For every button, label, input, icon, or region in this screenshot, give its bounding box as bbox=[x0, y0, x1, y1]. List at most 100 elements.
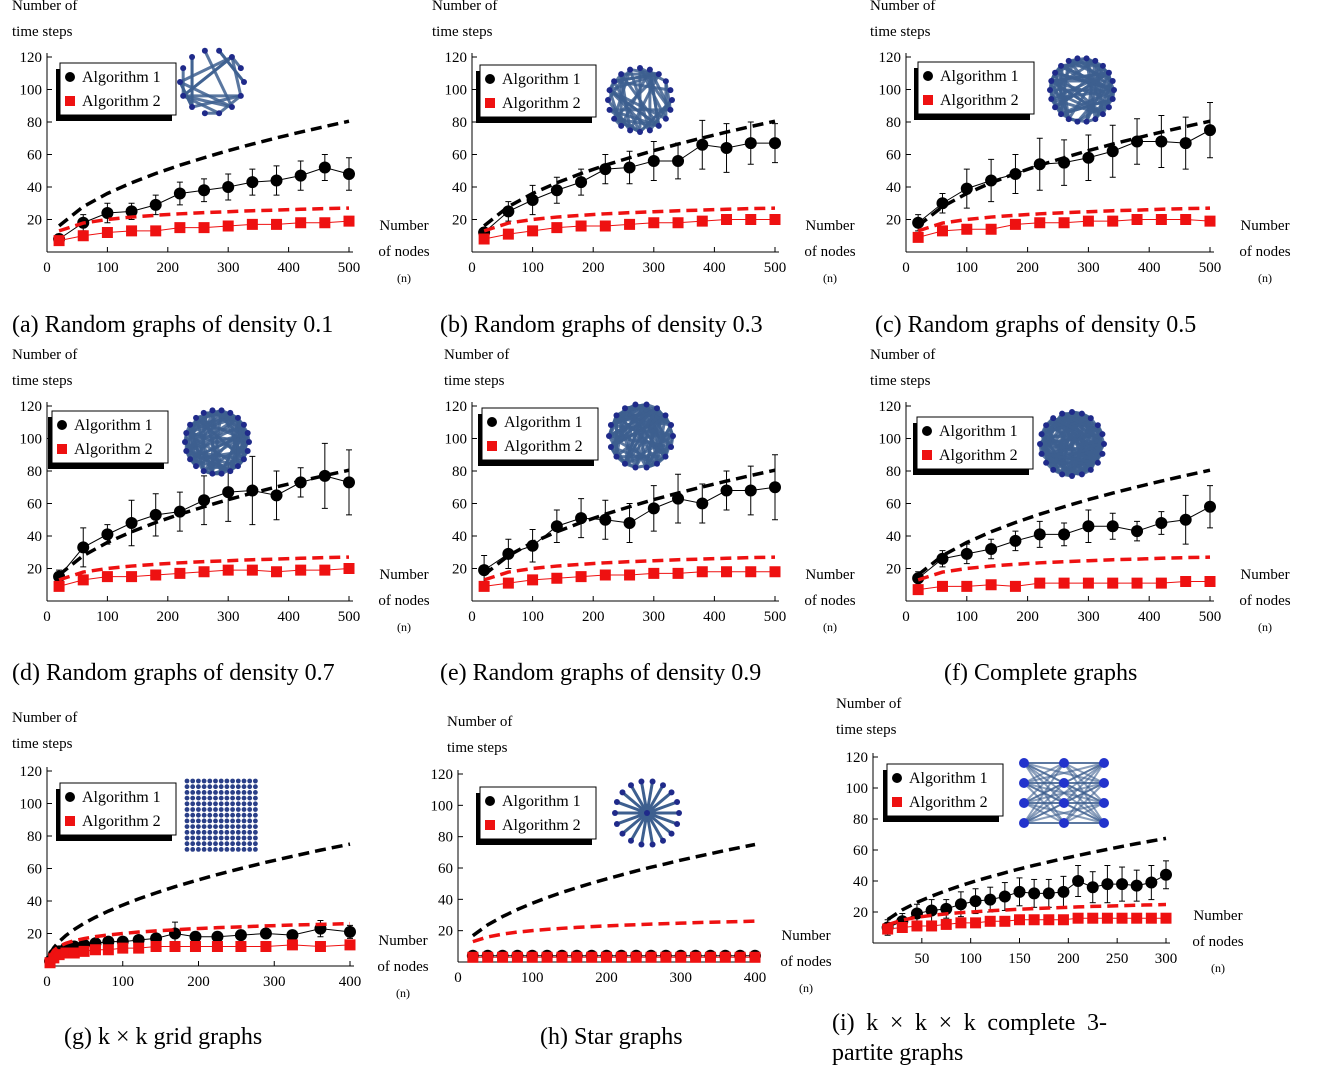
y-tick-label: 100 bbox=[20, 432, 43, 448]
data-point bbox=[79, 946, 90, 957]
icon-node bbox=[637, 129, 643, 135]
icon-node bbox=[219, 790, 224, 795]
data-point bbox=[1073, 913, 1084, 924]
icon-node bbox=[230, 847, 235, 852]
icon-node bbox=[185, 824, 190, 829]
icon-node bbox=[253, 796, 258, 801]
data-point bbox=[897, 922, 908, 933]
icon-node bbox=[190, 813, 195, 818]
y-tick-label: 20 bbox=[853, 905, 868, 921]
x-axis-label: (n) bbox=[396, 986, 410, 1000]
icon-node bbox=[632, 465, 638, 471]
y-tick-label: 100 bbox=[20, 797, 43, 813]
x-tick-label: 300 bbox=[643, 260, 666, 276]
y-axis-label: time steps bbox=[447, 740, 508, 756]
icon-node bbox=[185, 841, 190, 846]
data-point bbox=[576, 221, 587, 232]
data-point bbox=[319, 565, 330, 576]
icon-node bbox=[647, 67, 653, 73]
data-point bbox=[648, 217, 659, 228]
icon-node bbox=[606, 433, 612, 439]
icon-node bbox=[230, 836, 235, 841]
x-axis-label: of nodes bbox=[377, 959, 428, 975]
x-tick-label: 200 bbox=[582, 260, 605, 276]
icon-node bbox=[219, 830, 224, 835]
legend-label: Algorithm 1 bbox=[82, 789, 161, 806]
data-point bbox=[271, 489, 283, 501]
x-axis-label: of nodes bbox=[780, 954, 831, 970]
legend-label: Algorithm 1 bbox=[940, 68, 1019, 85]
data-point bbox=[295, 565, 306, 576]
y-tick-label: 20 bbox=[438, 924, 453, 940]
icon-node bbox=[236, 830, 241, 835]
caption: (f) Complete graphs bbox=[944, 658, 1137, 688]
icon-node bbox=[201, 468, 207, 474]
caption: (a) Random graphs of density 0.1 bbox=[12, 310, 333, 340]
icon-node bbox=[229, 104, 235, 110]
x-tick-label: 100 bbox=[956, 260, 979, 276]
data-point bbox=[1102, 913, 1113, 924]
x-tick-label: 300 bbox=[670, 970, 693, 986]
icon-node bbox=[1099, 451, 1105, 457]
data-point bbox=[54, 581, 65, 592]
icon-node bbox=[202, 847, 207, 852]
data-point bbox=[735, 952, 746, 963]
y-tick-label: 120 bbox=[879, 399, 902, 415]
y-tick-label: 40 bbox=[27, 180, 42, 196]
x-tick-label: 500 bbox=[338, 609, 361, 625]
icon-node bbox=[618, 71, 624, 77]
icon-node bbox=[245, 430, 251, 436]
icon-node bbox=[242, 790, 247, 795]
icon-node bbox=[1088, 467, 1094, 473]
icon-node bbox=[185, 784, 190, 789]
icon-node bbox=[1099, 758, 1109, 768]
data-point bbox=[551, 573, 562, 584]
icon-node bbox=[1050, 415, 1056, 421]
y-tick-label: 40 bbox=[886, 180, 901, 196]
data-point bbox=[343, 476, 355, 488]
icon-node bbox=[1092, 116, 1098, 122]
icon-node bbox=[196, 819, 201, 824]
y-tick-label: 60 bbox=[27, 148, 42, 164]
icon-node bbox=[1052, 70, 1058, 76]
icon-node bbox=[230, 841, 235, 846]
icon-node bbox=[1059, 798, 1069, 808]
legend-marker bbox=[923, 71, 933, 81]
data-point bbox=[1057, 886, 1069, 898]
x-axis-label: (n) bbox=[397, 271, 411, 285]
data-point bbox=[260, 928, 272, 940]
x-tick-label: 0 bbox=[468, 260, 476, 276]
data-point bbox=[126, 571, 137, 582]
data-point bbox=[150, 509, 162, 521]
data-point bbox=[222, 486, 234, 498]
icon-node bbox=[202, 790, 207, 795]
data-point bbox=[1155, 136, 1167, 148]
legend-marker bbox=[487, 441, 497, 451]
icon-node bbox=[196, 830, 201, 835]
icon-node bbox=[614, 799, 620, 805]
data-point bbox=[527, 574, 538, 585]
y-tick-label: 40 bbox=[853, 874, 868, 890]
icon-node bbox=[242, 779, 247, 784]
legend-label: Algorithm 2 bbox=[74, 441, 153, 458]
y-tick-label: 80 bbox=[438, 830, 453, 846]
icon-node bbox=[230, 824, 235, 829]
reference-curve bbox=[473, 921, 755, 942]
data-point bbox=[913, 584, 924, 595]
icon-node bbox=[1111, 87, 1117, 93]
icon-node bbox=[236, 836, 241, 841]
icon-node bbox=[219, 807, 224, 812]
data-point bbox=[705, 952, 716, 963]
y-axis-label: Number of bbox=[870, 0, 935, 14]
data-point bbox=[126, 225, 137, 236]
data-point bbox=[1101, 878, 1113, 890]
x-tick-label: 0 bbox=[43, 974, 51, 990]
data-point bbox=[955, 898, 967, 910]
y-axis-label: Number of bbox=[444, 347, 509, 363]
data-point bbox=[1180, 576, 1191, 587]
x-axis-label: of nodes bbox=[1239, 244, 1290, 260]
icon-node bbox=[253, 830, 258, 835]
data-point bbox=[750, 952, 761, 963]
data-point bbox=[174, 188, 186, 200]
data-point bbox=[697, 216, 708, 227]
